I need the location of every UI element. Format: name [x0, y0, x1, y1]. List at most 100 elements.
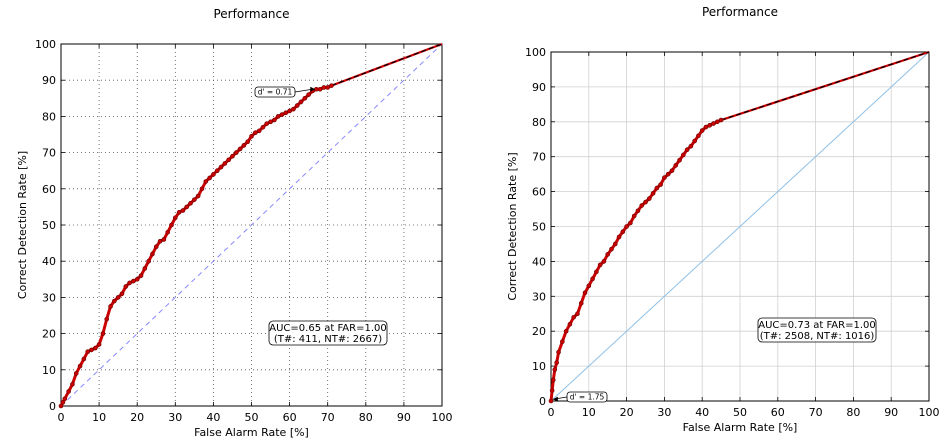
x-tick-label: 90 — [884, 406, 898, 419]
roc-point — [696, 133, 701, 139]
roc-point — [272, 117, 277, 123]
roc-point — [601, 259, 607, 264]
x-tick-label: 100 — [919, 406, 940, 419]
roc-point — [567, 321, 573, 327]
y-axis-label: Correct Detection Rate [%] — [16, 151, 29, 299]
roc-point — [582, 290, 588, 296]
roc-point — [550, 377, 556, 383]
dprime-arrowhead — [310, 86, 316, 92]
y-tick-label: 90 — [532, 81, 546, 94]
roc-point — [707, 122, 713, 128]
roc-point — [233, 150, 239, 155]
roc-point — [237, 146, 243, 152]
roc-point — [643, 199, 648, 205]
roc-point — [134, 276, 140, 282]
roc-point — [609, 246, 614, 252]
x-tick-label: 10 — [92, 411, 106, 424]
roc-point — [188, 200, 193, 206]
y-tick-label: 80 — [42, 110, 56, 123]
y-tick-label: 10 — [532, 360, 546, 373]
roc-point — [302, 96, 308, 101]
x-tick-label: 20 — [620, 406, 634, 419]
x-tick-label: 50 — [733, 406, 747, 419]
roc-point — [317, 86, 323, 92]
roc-point — [203, 179, 209, 184]
y-tick-label: 10 — [42, 364, 56, 377]
roc-chart-left: Performance 0 10 20 30 40 50 60 70 80 90 100 0 10 20 30… — [16, 7, 453, 439]
y-tick-label: 100 — [525, 46, 546, 59]
roc-point — [112, 298, 117, 304]
chart-title: Performance — [702, 5, 778, 19]
roc-point — [658, 182, 663, 187]
roc-point — [556, 349, 561, 355]
roc-point — [123, 284, 129, 289]
roc-point — [260, 124, 266, 130]
roc-point — [692, 138, 697, 144]
roc-point — [275, 114, 281, 119]
roc-point — [673, 163, 679, 168]
x-tick-label: 70 — [321, 411, 335, 424]
dprime-arrow — [294, 88, 313, 93]
roc-point — [681, 152, 686, 158]
chart-title: Performance — [213, 7, 289, 21]
roc-point — [597, 262, 603, 268]
roc-point — [699, 128, 705, 133]
auc-info-box — [757, 317, 877, 343]
roc-point — [321, 85, 327, 90]
roc-point — [81, 356, 87, 362]
roc-point — [594, 269, 599, 275]
roc-point — [115, 295, 121, 300]
auc-info-box — [268, 320, 388, 346]
roc-point — [631, 213, 637, 219]
roc-point — [150, 251, 155, 257]
roc-point — [62, 396, 68, 402]
roc-point — [711, 121, 716, 126]
chance-line — [60, 43, 443, 407]
roc-point — [639, 203, 645, 208]
roc-point — [214, 168, 220, 173]
roc-point — [58, 403, 64, 409]
roc-point — [654, 185, 660, 191]
roc-point — [548, 398, 554, 404]
roc-point — [230, 153, 235, 159]
dprime-arrowhead — [552, 396, 558, 402]
y-tick-label: 70 — [42, 147, 56, 160]
roc-point — [688, 143, 694, 149]
roc-point — [586, 283, 592, 289]
roc-point — [119, 291, 125, 297]
roc-point — [287, 108, 292, 114]
roc-point — [605, 252, 610, 257]
x-tick-label: 50 — [245, 411, 259, 424]
roc-point — [192, 197, 197, 202]
roc-point — [703, 124, 709, 130]
roc-point — [108, 304, 113, 309]
x-tick-label: 30 — [657, 406, 671, 419]
roc-point — [291, 106, 296, 112]
roc-point — [226, 157, 231, 163]
roc-point — [325, 85, 331, 90]
roc-tail-line — [720, 51, 930, 121]
x-tick-label: 60 — [771, 406, 785, 419]
y-tick-label: 0 — [49, 400, 56, 413]
roc-point — [624, 224, 629, 229]
roc-point — [207, 175, 212, 181]
roc-point — [560, 339, 565, 344]
x-tick-label: 90 — [397, 411, 411, 424]
auc-text: AUC=0.73 at FAR=1.00 — [758, 320, 875, 331]
roc-point — [612, 241, 618, 247]
y-tick-label: 20 — [42, 328, 56, 341]
roc-point — [195, 193, 201, 199]
x-tick-label: 80 — [846, 406, 860, 419]
y-tick-label: 60 — [42, 183, 56, 196]
roc-point — [142, 266, 148, 271]
x-axis-label: False Alarm Rate [%] — [683, 421, 798, 434]
x-tick-label: 40 — [206, 411, 220, 424]
roc-point — [173, 215, 178, 221]
x-tick-label: 0 — [548, 406, 555, 419]
y-tick-label: 40 — [532, 255, 546, 268]
roc-point — [73, 371, 79, 376]
x-tick-label: 20 — [130, 411, 144, 424]
roc-point — [184, 204, 190, 210]
roc-point — [66, 389, 71, 394]
roc-point — [60, 400, 66, 405]
